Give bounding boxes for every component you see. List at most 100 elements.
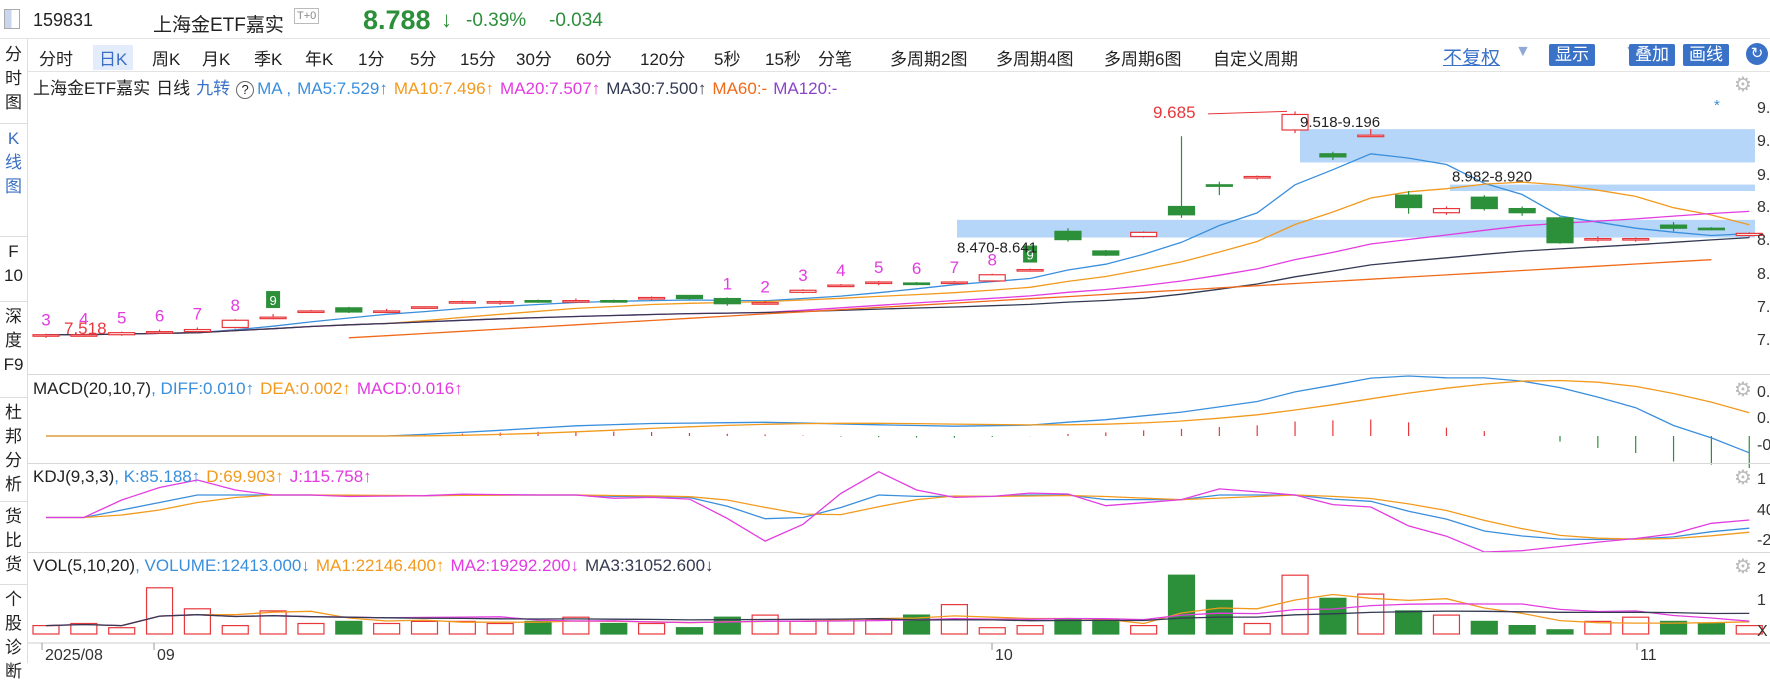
volume-bar <box>1508 624 1536 635</box>
period-tab[interactable]: 年K <box>305 50 334 69</box>
candle <box>1167 136 1196 218</box>
candle-body <box>789 289 817 293</box>
vol-axis-label: 1 <box>1757 592 1766 609</box>
overlay-button[interactable]: 叠加 <box>1629 44 1675 66</box>
period-tab[interactable]: 多周期4图 <box>996 50 1074 69</box>
sidebar-item[interactable]: 分 时 图 <box>5 45 22 112</box>
sidebar-divider <box>0 584 27 585</box>
sidebar-divider <box>0 301 27 302</box>
period-tab[interactable]: 1分 <box>358 50 385 69</box>
candle <box>448 300 476 304</box>
candle-body <box>221 319 249 329</box>
sidebar-item[interactable]: 杜 邦 分 析 <box>5 403 22 494</box>
adjust-caret-icon[interactable]: ▼ <box>1515 43 1531 60</box>
candle <box>486 300 514 305</box>
jiuzhuan-label: 8 <box>231 296 240 315</box>
legend-name: 上海金ETF嘉实 <box>33 79 151 98</box>
help-icon[interactable]: ? <box>236 81 255 99</box>
sidebar-item[interactable]: K 线 图 <box>5 129 22 196</box>
period-tab[interactable]: 5秒 <box>714 50 741 69</box>
period-tab[interactable]: 30分 <box>516 50 552 69</box>
volume-bar <box>70 622 98 635</box>
candle <box>524 299 552 303</box>
sidebar-item[interactable]: 货 比 货 <box>5 507 22 574</box>
candle <box>70 332 98 337</box>
period-tab[interactable]: 分时 <box>39 50 73 69</box>
period-tab[interactable]: 120分 <box>640 50 686 69</box>
candle <box>183 327 211 333</box>
vol-ma2: MA2:19292.200↓ <box>450 556 579 575</box>
volume-bar <box>1735 624 1763 635</box>
candle <box>1357 128 1385 138</box>
period-tab[interactable]: 60分 <box>576 50 612 69</box>
jiuzhuan-box <box>1023 245 1038 263</box>
draw-button[interactable]: 画线 <box>1683 44 1729 66</box>
sidebar-divider <box>0 501 27 502</box>
candle <box>108 331 136 336</box>
macd-legend: MACD(20,10,7), DIFF:0.010↑ DEA:0.002↑ MACD… <box>33 379 469 399</box>
volume-bar <box>1054 618 1082 635</box>
candle <box>1054 228 1082 242</box>
y-axis-label: 9. <box>1757 100 1770 117</box>
macd-diff: , DIFF:0.010↑ <box>151 379 255 398</box>
macd-settings-gear-icon[interactable]: ⚙ <box>1734 379 1752 401</box>
period-tab[interactable]: 自定义周期 <box>1213 50 1298 69</box>
volume-bar <box>1319 597 1347 635</box>
panel-divider[interactable] <box>28 463 1770 464</box>
candle <box>1394 190 1423 214</box>
adjust-dropdown[interactable]: 不复权 <box>1443 48 1501 69</box>
period-tab[interactable]: 多周期6图 <box>1104 50 1182 69</box>
volume-bar <box>1016 624 1044 635</box>
candle-body <box>902 282 931 286</box>
layout-toggle-icon[interactable] <box>4 9 20 29</box>
candle <box>600 299 628 303</box>
candle <box>562 298 590 303</box>
vol-settings-gear-icon[interactable]: ⚙ <box>1734 556 1752 578</box>
jiuzhuan-label: 6 <box>155 307 164 326</box>
candle-body <box>600 300 628 303</box>
candle-body <box>448 301 476 304</box>
period-tab[interactable]: 多周期2图 <box>890 50 968 69</box>
vol-name: VOL(5,10,20) <box>33 556 136 575</box>
panel-divider[interactable] <box>28 552 1770 553</box>
volume-bar <box>675 627 704 635</box>
jiuzhuan-label: 3 <box>798 266 807 285</box>
period-tab[interactable]: 周K <box>152 50 181 69</box>
jiuzhuan-label: 3 <box>41 311 50 330</box>
period-tab[interactable]: 15秒 <box>765 50 801 69</box>
candle <box>221 319 249 329</box>
period-tab[interactable]: 15分 <box>460 50 496 69</box>
jiuzhuan-label: 8 <box>988 251 997 270</box>
y-axis-label: 8. <box>1757 232 1770 249</box>
macd-dea: DEA:0.002↑ <box>260 379 351 398</box>
volume-bar <box>1432 614 1461 635</box>
panel-divider[interactable] <box>28 374 1770 375</box>
candle <box>1243 175 1271 180</box>
legend-jiuzhuan[interactable]: 九转 <box>196 79 231 98</box>
x-axis-label: 09 <box>157 647 175 663</box>
y-axis-label: 8. <box>1757 199 1770 216</box>
period-tab[interactable]: 5分 <box>410 50 437 69</box>
candle-body <box>1432 207 1461 214</box>
kdj-axis-label: 1 <box>1757 471 1766 488</box>
volume-bar <box>448 620 476 635</box>
volume-bar <box>1659 620 1688 635</box>
candle-body <box>675 294 704 300</box>
candle <box>1281 111 1309 134</box>
sidebar-item[interactable]: F 10 <box>4 242 23 285</box>
period-tab[interactable]: 季K <box>254 50 283 69</box>
refresh-icon[interactable]: ↻ <box>1746 43 1768 65</box>
period-tab[interactable]: 分笔 <box>818 50 852 69</box>
candle-body <box>524 300 552 303</box>
jiuzhuan-label: 4 <box>79 310 88 329</box>
y-axis-label: 9. <box>1757 133 1770 150</box>
display-button[interactable]: 显示 <box>1549 44 1595 66</box>
candle-body <box>1584 237 1612 241</box>
macd-axis-label: 0. <box>1757 410 1770 427</box>
period-tab[interactable]: 月K <box>202 50 231 69</box>
main-settings-gear-icon[interactable]: ⚙ <box>1734 74 1752 96</box>
volume-bar <box>1697 622 1726 635</box>
period-tab[interactable]: 日K <box>93 45 134 70</box>
kdj-settings-gear-icon[interactable]: ⚙ <box>1734 467 1752 489</box>
sidebar-item[interactable]: 深 度 F9 <box>3 307 24 374</box>
